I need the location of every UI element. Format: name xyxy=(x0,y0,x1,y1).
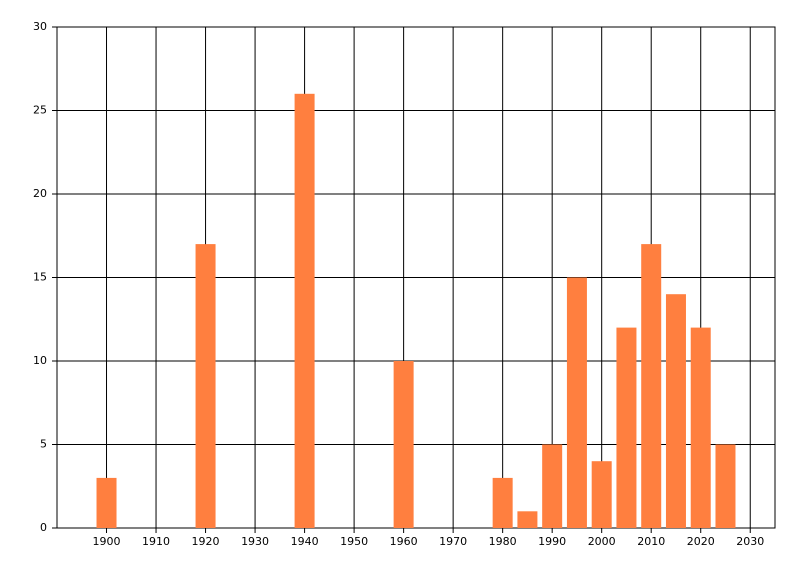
bar xyxy=(96,477,117,528)
bar xyxy=(393,361,414,528)
bar xyxy=(542,444,563,528)
x-tick-label: 1920 xyxy=(192,535,220,548)
bar xyxy=(566,277,587,528)
y-tick-label: 25 xyxy=(33,104,47,117)
x-tick-label: 1940 xyxy=(291,535,319,548)
bar xyxy=(665,294,686,528)
y-tick-label: 15 xyxy=(33,271,47,284)
bar xyxy=(294,93,315,529)
x-tick-label: 1970 xyxy=(439,535,467,548)
bar xyxy=(492,477,513,528)
x-tick-label: 1930 xyxy=(241,535,269,548)
x-tick-label: 2010 xyxy=(637,535,665,548)
x-tick-label: 2030 xyxy=(736,535,764,548)
x-tick-label: 1990 xyxy=(538,535,566,548)
bar xyxy=(641,244,662,528)
x-tick-label: 2020 xyxy=(687,535,715,548)
bar xyxy=(195,244,216,528)
x-tick-label: 1980 xyxy=(489,535,517,548)
y-tick-label: 0 xyxy=(40,521,47,534)
bar xyxy=(616,327,637,528)
y-tick-label: 10 xyxy=(33,354,47,367)
bar xyxy=(715,444,736,528)
y-tick-label: 30 xyxy=(33,20,47,33)
x-tick-label: 2000 xyxy=(588,535,616,548)
y-tick-label: 20 xyxy=(33,187,47,200)
x-tick-label: 1910 xyxy=(142,535,170,548)
bar xyxy=(591,461,612,528)
x-tick-label: 1900 xyxy=(93,535,121,548)
y-tick-label: 5 xyxy=(40,438,47,451)
x-tick-label: 1950 xyxy=(340,535,368,548)
x-tick-label: 1960 xyxy=(390,535,418,548)
bar xyxy=(517,511,538,528)
bar xyxy=(690,327,711,528)
